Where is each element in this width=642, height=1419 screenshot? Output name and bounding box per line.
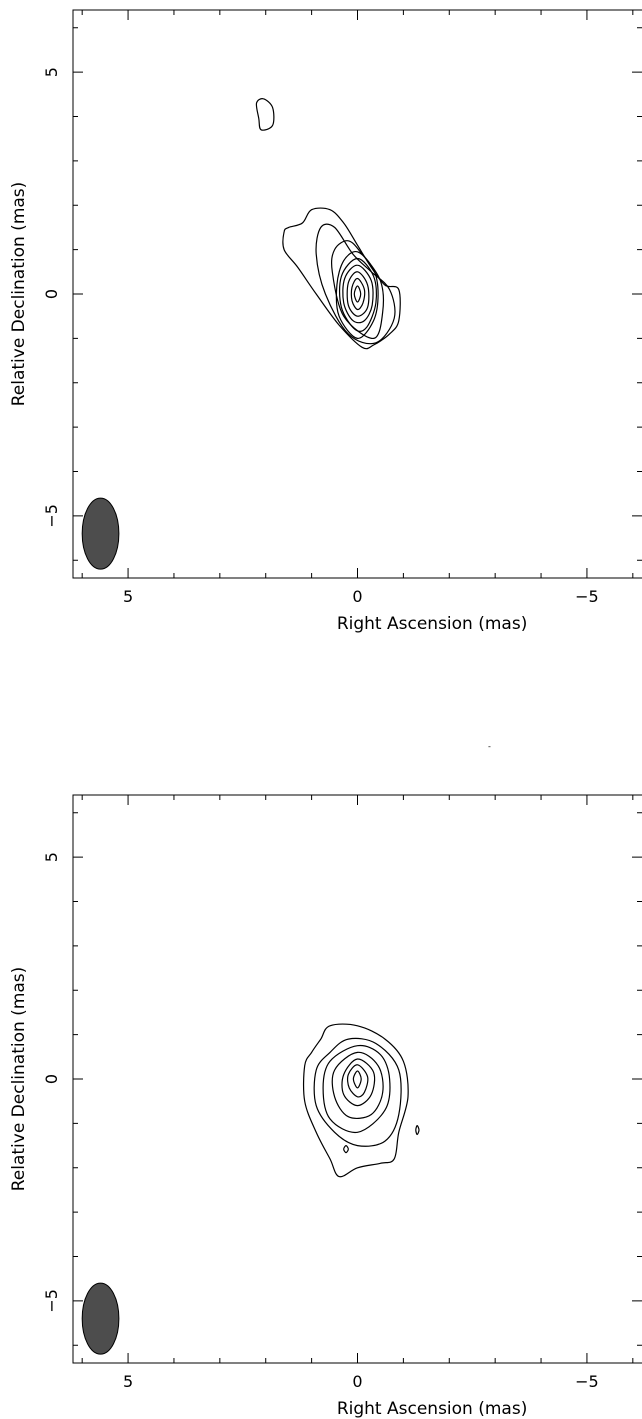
y-tick-label: 5 bbox=[42, 852, 61, 862]
x-tick-label: −5 bbox=[575, 587, 599, 606]
x-tick-label: 5 bbox=[123, 1372, 133, 1391]
contour-line bbox=[313, 1037, 402, 1147]
beam-ellipse bbox=[81, 1282, 120, 1355]
beam-ellipse bbox=[81, 497, 120, 570]
y-axis-label: Relative Declination (mas) bbox=[9, 182, 29, 407]
contour-line bbox=[343, 1144, 349, 1154]
contour-line bbox=[335, 250, 379, 339]
contour-line bbox=[341, 1058, 376, 1107]
x-axis-label: Right Ascension (mas) bbox=[337, 614, 528, 634]
plot-frame bbox=[72, 794, 642, 1364]
y-axis-label: Relative Declination (mas) bbox=[9, 967, 29, 1192]
contour-line bbox=[350, 277, 366, 311]
contour-line bbox=[315, 223, 396, 345]
contour-line bbox=[353, 285, 362, 303]
y-tick-label: 5 bbox=[42, 67, 61, 77]
x-tick-label: 0 bbox=[352, 587, 362, 606]
x-tick-label: −5 bbox=[575, 1372, 599, 1391]
contour-panel-bottom: 5 0 −5 5 0 −5 Right Ascension (mas) Relative De… bbox=[9, 794, 642, 1419]
contour-panel-top: 5 0 −5 5 0 −5 Right Ascension (mas) Relative De… bbox=[9, 9, 642, 634]
y-tick-label: −5 bbox=[42, 504, 61, 528]
contour-line bbox=[255, 98, 275, 131]
y-tick-label: 0 bbox=[42, 289, 61, 299]
contour-line bbox=[338, 257, 378, 333]
y-tick-label: −5 bbox=[42, 1289, 61, 1313]
contour-line bbox=[415, 1124, 420, 1136]
contour-line bbox=[331, 1051, 384, 1120]
stray-mark: - bbox=[488, 742, 491, 751]
plot-frame bbox=[72, 9, 642, 579]
contour-line bbox=[302, 1023, 409, 1178]
contour-line bbox=[346, 271, 370, 317]
x-tick-label: 0 bbox=[352, 1372, 362, 1391]
contour-line bbox=[346, 1064, 369, 1098]
contour-line bbox=[282, 207, 401, 350]
contour-line bbox=[342, 264, 374, 324]
contour-line bbox=[322, 1044, 391, 1134]
contour-line bbox=[352, 1070, 362, 1089]
x-tick-label: 5 bbox=[123, 587, 133, 606]
y-tick-label: 0 bbox=[42, 1074, 61, 1084]
x-axis-label: Right Ascension (mas) bbox=[337, 1399, 528, 1419]
